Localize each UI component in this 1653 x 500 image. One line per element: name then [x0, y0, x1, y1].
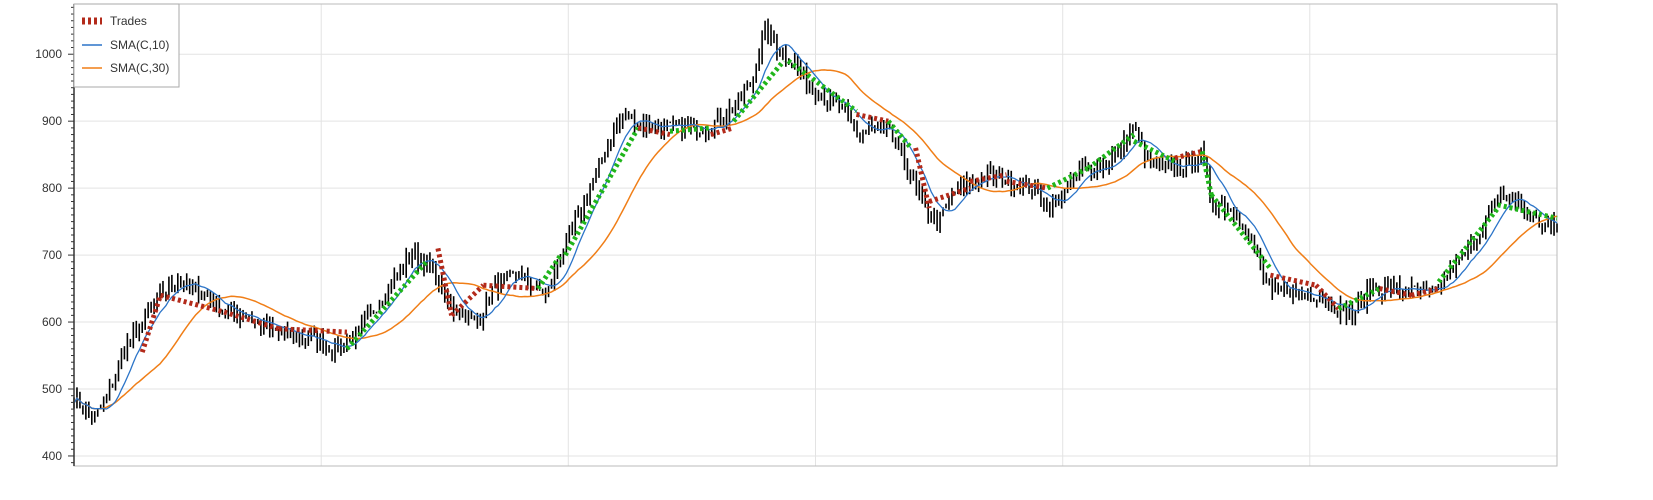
y-tick-label: 600: [42, 315, 62, 329]
trade-win: [535, 253, 563, 290]
trade-win: [731, 59, 786, 123]
trade-win: [345, 260, 429, 351]
grid: [73, 3, 1558, 467]
trade-loss: [1269, 272, 1317, 288]
y-tick-label: 900: [42, 114, 62, 128]
legend-label-sma30: SMA(C,30): [110, 61, 169, 75]
trade-loss: [139, 294, 163, 353]
y-tick-label: 800: [42, 181, 62, 195]
legend-item-trades: Trades: [82, 14, 147, 28]
trade-loss: [1006, 178, 1048, 191]
sma10-series: [73, 43, 1558, 410]
legend-item-sma10: SMA(C,10): [82, 38, 169, 52]
trade-win: [1337, 286, 1381, 311]
legend: Trades SMA(C,10) SMA(C,30): [73, 3, 180, 88]
y-tick-label: 1000: [35, 47, 62, 61]
trade-win: [1046, 165, 1090, 191]
y-tick-label: 400: [42, 449, 62, 463]
trade-loss: [435, 247, 455, 316]
legend-label-trades: Trades: [110, 14, 147, 28]
trade-loss: [278, 326, 348, 335]
sma10-line: [73, 43, 1558, 410]
trade-loss: [449, 283, 486, 318]
trade-loss: [1410, 286, 1440, 298]
trade-win: [1132, 139, 1176, 164]
trade-win: [786, 58, 858, 114]
trade-loss: [928, 185, 971, 204]
trade-loss: [913, 147, 932, 209]
trade-win: [1199, 150, 1214, 196]
y-tick-label: 700: [42, 248, 62, 262]
trade-win: [1209, 193, 1273, 271]
legend-item-sma30: SMA(C,30): [82, 61, 169, 75]
y-axis: 400 500 600 700 800 900 1000: [35, 4, 75, 466]
trade-win: [669, 125, 712, 134]
trades-series: [139, 58, 1558, 353]
trade-loss: [969, 172, 1008, 184]
trade-loss: [1174, 148, 1203, 161]
trade-win: [1497, 202, 1558, 221]
trade-loss: [710, 125, 735, 137]
legend-label-sma10: SMA(C,10): [110, 38, 169, 52]
trade-win: [563, 126, 641, 257]
trade-win: [1436, 206, 1500, 284]
y-tick-label: 500: [42, 382, 62, 396]
trade-loss: [159, 292, 225, 315]
